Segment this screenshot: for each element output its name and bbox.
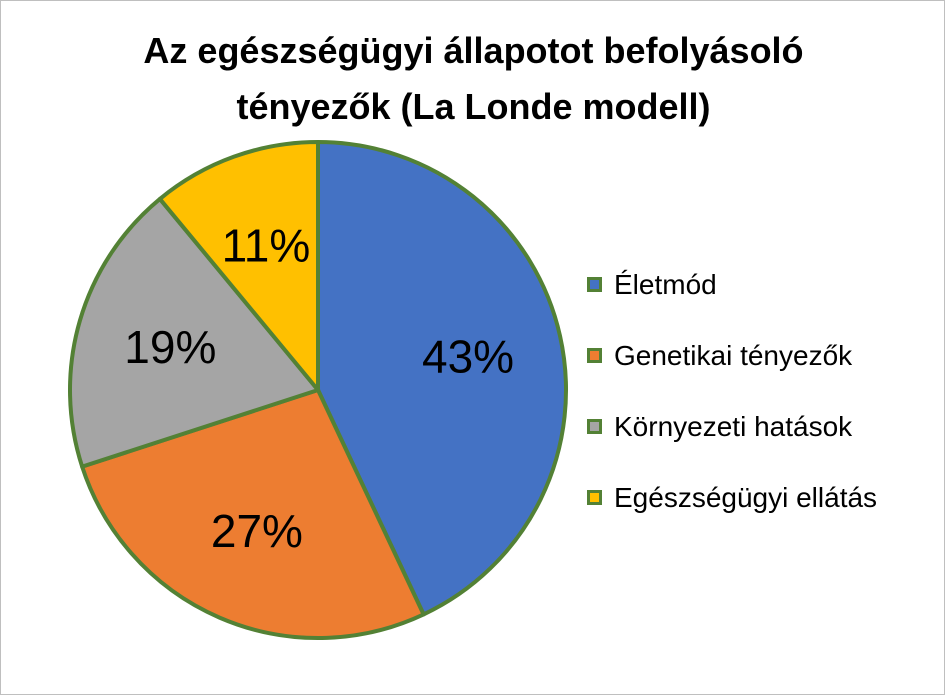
chart-title: Az egészségügyi állapotot befolyásoló té…: [1, 23, 945, 135]
legend-swatch-genetikai: [587, 348, 602, 363]
legend-label-kornyezeti: Környezeti hatások: [614, 410, 853, 442]
pie-slice-kornyezeti: [68, 196, 320, 469]
data-label-genetikai: 27%: [211, 505, 303, 557]
legend-swatch-kornyezeti: [587, 419, 602, 434]
legend-swatch-egeszsegugyi: [587, 490, 602, 505]
legend-swatch-eletmod: [587, 277, 602, 292]
data-label-egeszsegugyi: 11%: [222, 219, 311, 271]
pie-slice-egeszsegugyi: [157, 140, 320, 392]
data-label-eletmod: 43%: [422, 330, 514, 382]
legend: Életmód Genetikai tényezők Környezeti ha…: [587, 249, 877, 533]
legend-item-egeszsegugyi: Egészségügyi ellátás: [587, 462, 877, 533]
legend-item-kornyezeti: Környezeti hatások: [587, 391, 877, 462]
legend-item-genetikai: Genetikai tényezők: [587, 320, 877, 391]
chart-title-line-1: Az egészségügyi állapotot befolyásoló: [143, 30, 804, 71]
legend-label-genetikai: Genetikai tényezők: [614, 339, 853, 371]
pie-slice-eletmod: [316, 140, 568, 617]
legend-item-eletmod: Életmód: [587, 249, 877, 320]
chart-title-line-2: tényezők (La Londe modell): [236, 86, 711, 127]
pie-slice-genetikai: [80, 388, 426, 640]
data-label-kornyezeti: 19%: [124, 321, 216, 373]
legend-label-eletmod: Életmód: [614, 268, 717, 300]
legend-label-egeszsegugyi: Egészségügyi ellátás: [614, 481, 878, 513]
